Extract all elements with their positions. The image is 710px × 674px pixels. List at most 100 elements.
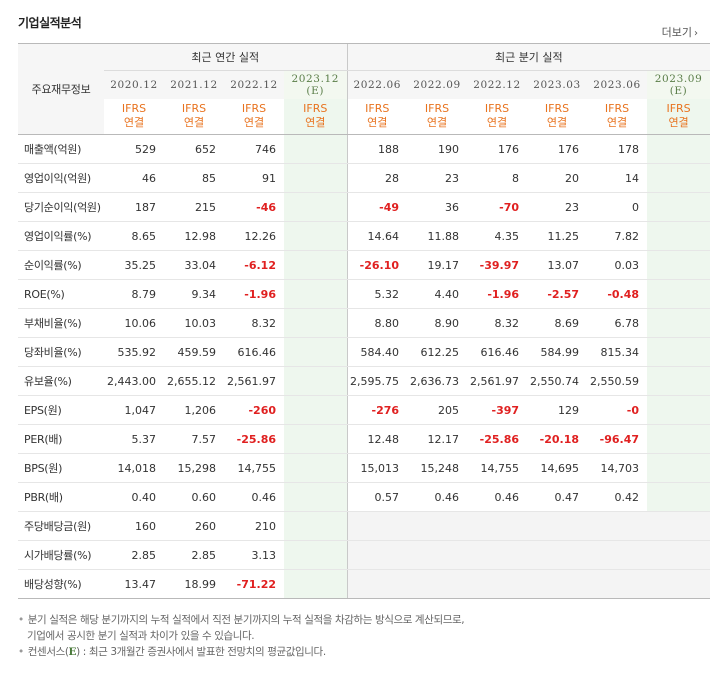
value-cell: 11.25 [527, 221, 588, 251]
footnotes: • 분기 실적은 해당 분기까지의 누적 실적에서 직전 분기까지의 누적 실적을… [18, 612, 465, 660]
value-cell: 815.34 [587, 337, 648, 367]
basis-ifrs: IFRS [181, 102, 207, 116]
row-label: 영업이익(억원) [18, 163, 104, 193]
value-cell: 0.57 [346, 482, 408, 512]
period-label: 2022.12 [473, 78, 521, 91]
value-cell: 529 [104, 134, 164, 164]
value-cell: 9.34 [164, 279, 224, 309]
value-cell [647, 192, 710, 222]
value-cell: 46 [104, 163, 164, 193]
bullet-icon: • [18, 646, 24, 658]
value-cell [647, 308, 710, 338]
value-cell: 2,443.00 [104, 366, 164, 396]
value-cell: -276 [346, 395, 408, 425]
value-cell: 28 [346, 163, 408, 193]
value-cell: 584.99 [527, 337, 588, 367]
basis-consolidated: 연결 [426, 116, 448, 130]
value-cell [284, 540, 348, 570]
value-cell: -71.22 [224, 569, 284, 599]
period-header: 2023.03 [527, 70, 588, 99]
value-cell: 535.92 [104, 337, 164, 367]
basis-ifrs: IFRS [241, 102, 267, 116]
value-cell: 14,703 [587, 453, 648, 483]
value-cell: 14,018 [104, 453, 164, 483]
value-cell: 5.37 [104, 424, 164, 454]
table-row: 부채비율(%) 10.06 10.03 8.32 8.80 8.90 8.32 8.69 6.7… [18, 308, 710, 338]
value-cell: -26.10 [346, 250, 408, 280]
value-cell [284, 511, 348, 541]
value-cell: 210 [224, 511, 284, 541]
value-cell [284, 192, 348, 222]
empty-cell [467, 540, 528, 570]
value-cell [284, 163, 348, 193]
period-label: 2023.06 [593, 78, 641, 91]
period-header: 2022.12 [224, 70, 284, 99]
value-cell [284, 482, 348, 512]
value-cell [284, 250, 348, 280]
basis-header: IFRS 연결 [647, 98, 710, 135]
period-label: 2023.03 [533, 78, 581, 91]
value-cell: 2,550.59 [587, 366, 648, 396]
financial-table: 주요재무정보 최근 연간 실적 최근 분기 실적 2020.12 2021.12 2… [18, 43, 710, 599]
value-cell: 188 [346, 134, 408, 164]
value-cell: 0.60 [164, 482, 224, 512]
value-cell [284, 337, 348, 367]
period-header: 2023.06 [587, 70, 648, 99]
annual-group-header: 최근 연간 실적 [104, 43, 348, 71]
basis-ifrs: IFRS [604, 102, 630, 116]
value-cell: 4.40 [407, 279, 468, 309]
value-cell: -0.48 [587, 279, 648, 309]
value-cell: -260 [224, 395, 284, 425]
value-cell: -25.86 [224, 424, 284, 454]
value-cell: 584.40 [346, 337, 408, 367]
empty-cell [407, 569, 468, 599]
basis-consolidated: 연결 [123, 116, 145, 130]
value-cell: 8.32 [224, 308, 284, 338]
value-cell: -397 [467, 395, 528, 425]
basis-consolidated: 연결 [668, 116, 689, 130]
value-cell [647, 221, 710, 251]
value-cell: -6.12 [224, 250, 284, 280]
empty-cell [467, 569, 528, 599]
value-cell: 1,047 [104, 395, 164, 425]
value-cell: 2.85 [104, 540, 164, 570]
empty-cell [647, 511, 710, 541]
value-cell [284, 395, 348, 425]
value-cell: -70 [467, 192, 528, 222]
value-cell: -49 [346, 192, 408, 222]
basis-consolidated: 연결 [243, 116, 265, 130]
period-label: 2023.12 [291, 72, 340, 85]
basis-header: IFRS 연결 [346, 98, 408, 135]
value-cell: 12.17 [407, 424, 468, 454]
value-cell: 6.78 [587, 308, 648, 338]
basis-ifrs: IFRS [424, 102, 450, 116]
row-label: BPS(원) [18, 453, 104, 483]
basis-consolidated: 연결 [606, 116, 628, 130]
value-cell: 14,755 [467, 453, 528, 483]
value-cell: 1,206 [164, 395, 224, 425]
basis-consolidated: 연결 [305, 116, 326, 130]
value-cell: 2,595.75 [346, 366, 408, 396]
value-cell: 85 [164, 163, 224, 193]
table-row: 매출액(억원) 529 652 746 188 190 176 176 178 [18, 134, 710, 164]
estimate-marker: (E) [306, 84, 325, 97]
value-cell: 12.48 [346, 424, 408, 454]
more-link[interactable]: 더보기 › [662, 24, 698, 40]
table-row: 순이익률(%) 35.25 33.04 -6.12 -26.10 19.17 -39.97 1… [18, 250, 710, 280]
table-row: 유보율(%) 2,443.00 2,655.12 2,561.97 2,595.75 2,… [18, 366, 710, 396]
value-cell: 35.25 [104, 250, 164, 280]
period-label: 2020.12 [110, 78, 158, 91]
value-cell: 7.82 [587, 221, 648, 251]
value-cell: 4.35 [467, 221, 528, 251]
value-cell [647, 395, 710, 425]
period-header: 2023.09 (E) [647, 70, 710, 99]
value-cell: 205 [407, 395, 468, 425]
basis-ifrs: IFRS [484, 102, 510, 116]
value-cell: 616.46 [467, 337, 528, 367]
value-cell: 36 [407, 192, 468, 222]
value-cell: 652 [164, 134, 224, 164]
value-cell: 176 [527, 134, 588, 164]
table-row: BPS(원) 14,018 15,298 14,755 15,013 15,248 14,7… [18, 453, 710, 483]
value-cell: 160 [104, 511, 164, 541]
value-cell: 15,298 [164, 453, 224, 483]
